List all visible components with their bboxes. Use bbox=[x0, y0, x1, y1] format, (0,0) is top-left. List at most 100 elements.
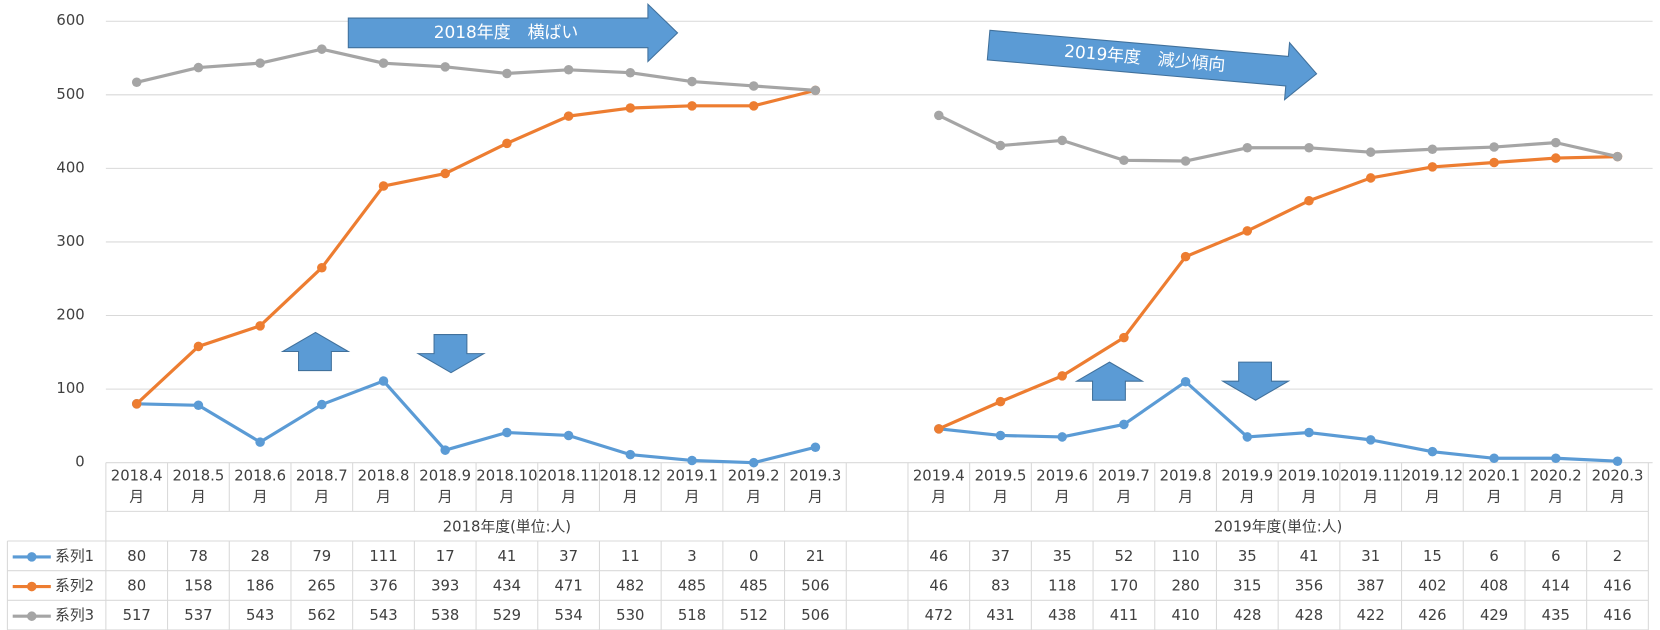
data-point bbox=[502, 68, 512, 79]
table-value: 530 bbox=[616, 607, 644, 624]
data-point bbox=[1551, 453, 1561, 464]
data-point bbox=[1057, 371, 1067, 381]
table-value: 280 bbox=[1171, 578, 1199, 595]
data-point bbox=[1119, 332, 1129, 343]
table-value: 37 bbox=[991, 548, 1010, 565]
table-value: 429 bbox=[1480, 607, 1508, 624]
table-value: 356 bbox=[1295, 578, 1323, 595]
x-tick-label: 2019.8 月 bbox=[1160, 467, 1212, 505]
table-value: 428 bbox=[1295, 607, 1323, 624]
y-tick-label: 400 bbox=[56, 159, 84, 176]
table-value: 438 bbox=[1048, 607, 1076, 624]
y-tick-label: 200 bbox=[56, 307, 84, 324]
data-point bbox=[317, 399, 327, 410]
data-point bbox=[1489, 453, 1499, 464]
legend-label: 系列3 bbox=[55, 607, 94, 624]
legend-marker bbox=[26, 611, 37, 621]
x-tick-label: 2018.12 月 bbox=[600, 467, 661, 505]
table-value: 46 bbox=[929, 548, 948, 565]
table-value: 416 bbox=[1603, 607, 1631, 624]
table-value: 517 bbox=[123, 607, 151, 624]
x-tick-label: 2018.10 月 bbox=[476, 467, 537, 505]
x-tick-label: 2018.11 月 bbox=[538, 467, 599, 505]
x-tick-label: 2020.2 月 bbox=[1530, 467, 1582, 505]
data-point bbox=[748, 457, 759, 468]
table-value: 410 bbox=[1171, 607, 1199, 624]
table-value: 110 bbox=[1171, 548, 1199, 565]
data-point bbox=[995, 430, 1006, 441]
table-value: 17 bbox=[436, 548, 455, 565]
table-value: 2 bbox=[1613, 548, 1622, 565]
table-value: 529 bbox=[493, 607, 521, 624]
x-tick-label: 2019.7 月 bbox=[1098, 467, 1150, 505]
x-tick-label: 2020.3 月 bbox=[1592, 467, 1644, 505]
x-tick-label: 2019.3 月 bbox=[789, 467, 841, 505]
data-point bbox=[1242, 143, 1253, 153]
x-tick-label: 2019.6 月 bbox=[1036, 467, 1088, 505]
data-point bbox=[1304, 143, 1314, 153]
y-tick-label: 0 bbox=[75, 454, 84, 471]
data-point bbox=[934, 424, 944, 434]
data-point bbox=[1242, 226, 1253, 236]
table-value: 37 bbox=[559, 548, 578, 565]
table-value: 414 bbox=[1542, 578, 1570, 595]
table-value: 35 bbox=[1053, 548, 1072, 565]
table-value: 80 bbox=[127, 578, 146, 595]
data-point bbox=[1119, 155, 1129, 166]
x-tick-label: 2018.7 月 bbox=[296, 467, 348, 505]
data-point bbox=[563, 430, 574, 441]
grid-layer: 0 100 200 300 400 500 600 bbox=[56, 12, 1653, 471]
table-value: 83 bbox=[991, 578, 1010, 595]
data-point bbox=[131, 399, 142, 409]
table-value: 11 bbox=[621, 548, 640, 565]
data-point bbox=[1612, 151, 1623, 162]
data-point bbox=[317, 262, 327, 273]
y-tick-label: 600 bbox=[56, 12, 84, 29]
data-point bbox=[810, 85, 821, 96]
data-point bbox=[1551, 137, 1561, 148]
table-value: 435 bbox=[1542, 607, 1570, 624]
table-value: 411 bbox=[1110, 607, 1138, 624]
data-point bbox=[1057, 135, 1067, 146]
data-point bbox=[1489, 157, 1499, 168]
data-point bbox=[131, 77, 142, 88]
table-value: 416 bbox=[1603, 578, 1631, 595]
table-value: 428 bbox=[1233, 607, 1261, 624]
table-value: 186 bbox=[246, 578, 274, 595]
data-point bbox=[1427, 446, 1438, 457]
table-value: 408 bbox=[1480, 578, 1508, 595]
table-value: 376 bbox=[369, 578, 397, 595]
plot-area bbox=[131, 44, 1623, 468]
table-value: 537 bbox=[184, 607, 212, 624]
data-point bbox=[625, 449, 636, 460]
table-value: 15 bbox=[1423, 548, 1442, 565]
data-point bbox=[1489, 142, 1499, 152]
data-point bbox=[687, 101, 697, 111]
series-line bbox=[136, 47, 816, 92]
table-value: 426 bbox=[1418, 607, 1446, 624]
table-value: 387 bbox=[1357, 578, 1385, 595]
x-tick-label: 2019.1 月 bbox=[666, 467, 718, 505]
data-point bbox=[995, 396, 1006, 407]
table-value: 80 bbox=[127, 548, 146, 565]
table-value: 265 bbox=[308, 578, 336, 595]
data-point bbox=[255, 321, 265, 331]
data-point bbox=[625, 103, 636, 113]
table-value: 6 bbox=[1551, 548, 1560, 565]
table-value: 79 bbox=[312, 548, 331, 565]
data-point bbox=[1057, 432, 1067, 442]
table-value: 52 bbox=[1114, 548, 1133, 565]
table-value: 471 bbox=[554, 578, 582, 595]
x-tick-label: 2019.2 月 bbox=[728, 467, 780, 505]
data-point bbox=[563, 65, 574, 75]
x-tick-label: 2018.8 月 bbox=[358, 467, 410, 505]
table-value: 31 bbox=[1361, 548, 1380, 565]
x-tick-label: 2019.11 月 bbox=[1340, 467, 1401, 505]
legend-marker bbox=[26, 552, 37, 562]
data-point bbox=[1180, 156, 1191, 166]
legend-marker bbox=[26, 581, 37, 592]
table-value: 543 bbox=[369, 607, 397, 624]
table-value: 534 bbox=[554, 607, 582, 624]
